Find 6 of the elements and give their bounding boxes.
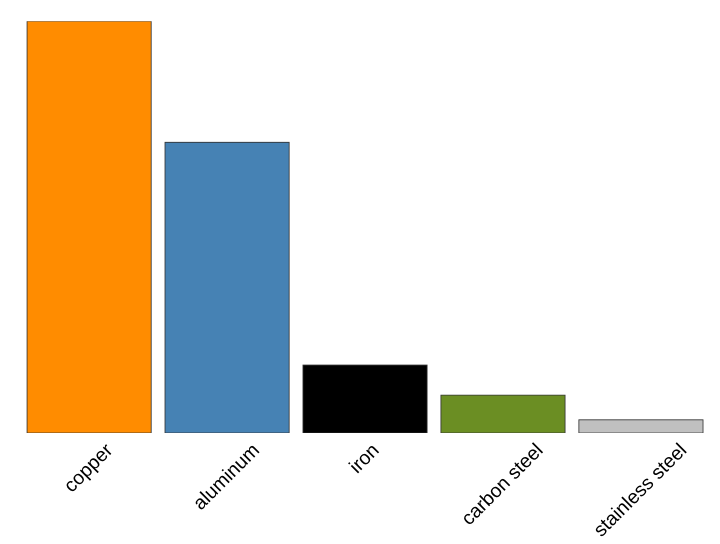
- bar: [164, 142, 290, 434]
- bar: [26, 21, 152, 434]
- bar: [440, 394, 566, 434]
- x-tick-label: iron: [348, 442, 380, 474]
- bar: [302, 364, 428, 434]
- bar: [578, 419, 704, 434]
